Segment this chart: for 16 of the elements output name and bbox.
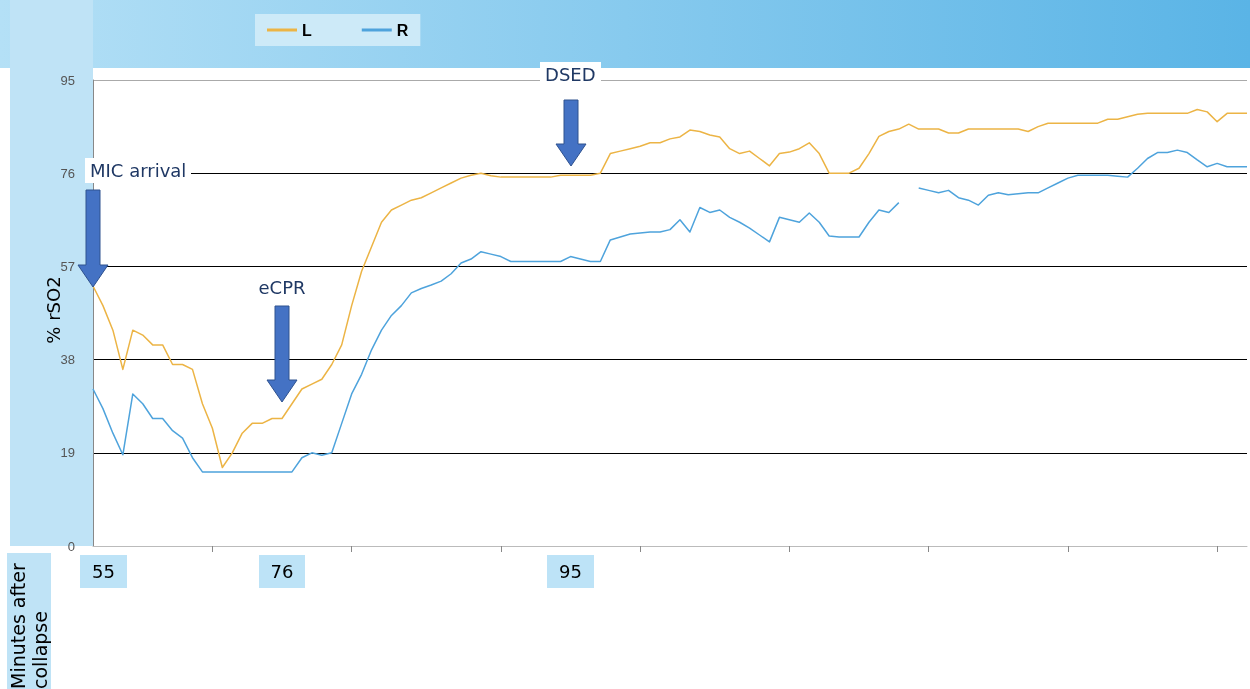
text: 55 — [80, 555, 127, 588]
annotation: eCPR — [253, 275, 311, 300]
y-tick-label: 57 — [60, 258, 75, 274]
y-tick-label: 95 — [60, 72, 75, 88]
annotation: DSED — [540, 62, 601, 87]
y-tick-label: 76 — [60, 165, 75, 181]
y-tick-label: 19 — [60, 445, 75, 461]
y-axis-title: % rSO2 — [43, 276, 65, 344]
y-tick-label: 38 — [60, 352, 75, 368]
text: 76 — [258, 555, 306, 588]
y-tick-label: 0 — [67, 538, 75, 554]
text: Minutes after collapse — [7, 553, 51, 689]
legend-label: R — [396, 21, 409, 39]
annotation: MIC arrival — [85, 158, 192, 183]
text: 95 — [547, 555, 594, 588]
legend-label: L — [302, 21, 312, 39]
